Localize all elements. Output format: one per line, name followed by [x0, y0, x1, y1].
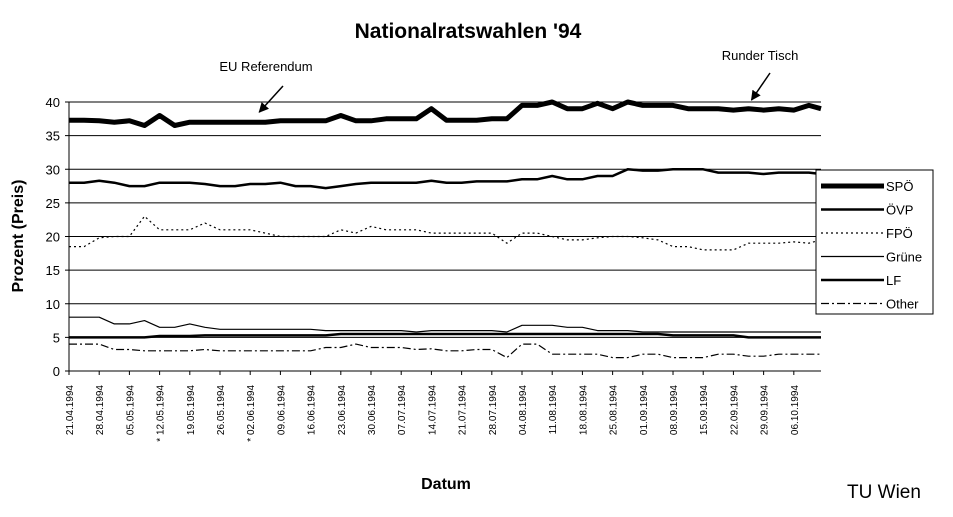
- x-tick-label: 25.08.1994: [609, 385, 620, 435]
- x-axis-ticks: 21.04.1994 28.04.1994 05.05.1994 * 12.05.19…: [65, 371, 801, 442]
- legend-label: LF: [886, 273, 901, 288]
- x-tick-label: 21.04.1994: [65, 385, 76, 435]
- x-tick-label: 11.08.1994: [548, 385, 559, 435]
- x-tick-label: 21.07.1994: [458, 385, 469, 435]
- x-tick-label: 18.08.1994: [578, 385, 589, 435]
- series-lines: [69, 99, 822, 359]
- series-line-5: [69, 343, 821, 359]
- legend-label: SPÖ: [886, 179, 913, 194]
- x-tick-label: 01.09.1994: [639, 385, 650, 435]
- y-tick-label: 30: [46, 162, 60, 177]
- y-axis-ticks: 0 5 10 15 20 25 30 35 40: [46, 95, 69, 379]
- annotation-arrow: [258, 85, 284, 113]
- chart-title: Nationalratswahlen '94: [355, 20, 582, 43]
- x-tick-label: 05.05.1994: [125, 385, 136, 435]
- y-tick-label: 35: [46, 129, 60, 144]
- y-tick-label: 20: [46, 230, 60, 245]
- x-tick-label: * 12.05.1994: [156, 385, 167, 442]
- y-tick-label: 40: [46, 95, 60, 110]
- x-tick-label: 26.05.1994: [216, 385, 227, 435]
- legend-box: [815, 169, 934, 315]
- legend-label: FPÖ: [886, 226, 913, 241]
- legend-label: Other: [886, 297, 919, 312]
- series-line-0: [69, 99, 822, 128]
- x-tick-label: 22.09.1994: [729, 385, 740, 435]
- series-line-2: [69, 215, 822, 251]
- x-tick-label: 08.09.1994: [669, 385, 680, 435]
- x-tick-label: 23.06.1994: [337, 385, 348, 435]
- x-tick-label: 09.06.1994: [276, 385, 287, 435]
- annotations: EU Referendum Runder Tisch: [219, 48, 799, 113]
- y-tick-label: 25: [46, 196, 60, 211]
- y-tick-label: 10: [46, 297, 60, 312]
- annotation-arrow: [750, 72, 771, 101]
- axes: [68, 102, 821, 372]
- x-tick-label: 07.07.1994: [397, 385, 408, 435]
- gridlines: [69, 101, 821, 338]
- x-tick-label: 28.04.1994: [95, 385, 106, 435]
- series-line-4: [69, 332, 821, 339]
- legend-label: Grüne: [886, 250, 922, 265]
- x-tick-label: 14.07.1994: [427, 385, 438, 435]
- x-axis-label: Datum: [421, 476, 471, 493]
- x-tick-label: * 02.06.1994: [246, 385, 257, 442]
- x-tick-label: 30.06.1994: [367, 385, 378, 435]
- annotation-label: Runder Tisch: [722, 48, 799, 63]
- y-tick-label: 0: [53, 364, 60, 379]
- x-tick-label: 15.09.1994: [699, 385, 710, 435]
- y-tick-label: 5: [53, 330, 60, 345]
- x-tick-label: 19.05.1994: [186, 385, 197, 435]
- y-tick-label: 15: [46, 263, 60, 278]
- annotation-label: EU Referendum: [219, 59, 312, 74]
- credit-label: TU Wien: [847, 482, 921, 503]
- series-line-1: [69, 168, 822, 190]
- x-tick-label: 16.06.1994: [307, 385, 318, 435]
- legend: SPÖ ÖVP FPÖ Grüne LF Other: [815, 169, 934, 315]
- x-tick-label: 04.08.1994: [518, 385, 529, 435]
- y-axis-label: Prozent (Preis): [10, 180, 27, 293]
- legend-label: ÖVP: [886, 203, 913, 218]
- series-line-3: [69, 316, 821, 333]
- x-tick-label: 06.10.1994: [790, 385, 801, 435]
- x-tick-label: 28.07.1994: [488, 385, 499, 435]
- x-tick-label: 29.09.1994: [760, 385, 771, 435]
